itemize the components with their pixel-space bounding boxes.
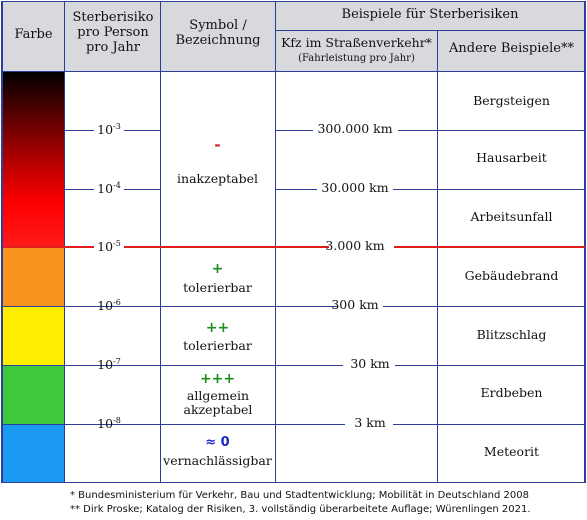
color-band-blue (3, 424, 64, 482)
kfz-value: 300 km (331, 297, 379, 312)
example-arbeitsunfall: Arbeitsunfall (470, 209, 553, 224)
band-divider (3, 365, 64, 366)
kfz-tick (395, 365, 437, 366)
band-divider (3, 424, 64, 425)
risk-label: 10-7 (97, 357, 121, 373)
example-divider (437, 306, 586, 307)
color-band-yellow (3, 306, 64, 365)
example-hausarbeit: Hausarbeit (476, 150, 547, 165)
kfz-tick (383, 306, 437, 307)
band-divider (64, 365, 160, 366)
kfz-value: 3.000 km (325, 238, 385, 253)
symbol-divider (160, 424, 275, 425)
header-symbol: Symbol / Bezeichnung (175, 18, 261, 48)
kfz-value: 3 km (354, 415, 386, 430)
table-border-top (1, 1, 586, 2)
footnote-1: * Bundesministerium für Verkehr, Bau und… (70, 490, 529, 501)
symbol-tolerierbar-2: ++ (205, 320, 230, 336)
footnote-2: ** Dirk Proske; Katalog der Risiken, 3. … (70, 504, 531, 515)
risk-tick (64, 130, 94, 131)
header-bottom-line (1, 71, 586, 72)
risk-label: 10-6 (97, 298, 121, 314)
kfz-tick (275, 306, 337, 307)
kfz-tick (393, 189, 437, 190)
threshold-line-right (394, 246, 585, 248)
label-tolerierbar-1: tolerierbar (183, 280, 252, 295)
header-background (1, 1, 585, 71)
column-divider-2 (160, 1, 161, 483)
table-border-right (584, 1, 586, 483)
kfz-tick (275, 189, 317, 190)
symbol-vernachlaessigbar: ≈ 0 (205, 435, 230, 450)
example-blitzschlag: Blitzschlag (476, 327, 547, 342)
symbol-tolerierbar-1: + (211, 261, 224, 277)
band-divider (64, 424, 160, 425)
header-kfz: Kfz im Straßenverkehr* (281, 35, 432, 50)
header-farbe: Farbe (14, 27, 53, 42)
threshold-line-left (3, 246, 94, 248)
kfz-value: 30.000 km (321, 180, 389, 195)
risk-label: 10-4 (97, 181, 121, 197)
example-erdbeben: Erdbeben (480, 385, 543, 400)
band-divider (3, 306, 64, 307)
symbol-inakzeptabel: - (214, 136, 221, 154)
threshold-line-middle (124, 246, 329, 248)
example-bergsteigen: Bergsteigen (473, 93, 550, 108)
kfz-tick (398, 130, 437, 131)
risk-label: 10-3 (97, 122, 121, 138)
risk-tick (64, 189, 94, 190)
band-divider (64, 306, 160, 307)
example-meteorit: Meteorit (483, 444, 540, 459)
column-divider-3 (275, 1, 276, 483)
symbol-divider (160, 306, 275, 307)
header-kfz-sub: (Fahrleistung pro Jahr) (298, 53, 415, 64)
column-divider-4 (437, 30, 438, 483)
example-divider (437, 424, 586, 425)
risk-tick (124, 189, 160, 190)
example-gebaeudebrand: Gebäudebrand (464, 268, 559, 283)
symbol-divider (160, 365, 275, 366)
example-divider (437, 365, 586, 366)
label-akzeptabel: allgemein akzeptabel (183, 388, 253, 418)
kfz-tick (275, 130, 313, 131)
risk-tick (124, 130, 160, 131)
risk-label: 10-5 (97, 239, 121, 255)
header-sterberisiko: Sterberisiko pro Person pro Jahr (72, 10, 154, 55)
label-vernachlaessigbar: vernachlässigbar (163, 453, 272, 468)
color-band-orange (3, 248, 64, 306)
kfz-tick (275, 365, 343, 366)
table-border-bottom (1, 482, 586, 483)
kfz-value: 30 km (350, 356, 390, 371)
color-band-green (3, 365, 64, 424)
column-divider-1 (64, 1, 65, 483)
kfz-tick (275, 424, 345, 425)
kfz-value: 300.000 km (317, 121, 393, 136)
label-tolerierbar-2: tolerierbar (183, 338, 252, 353)
symbol-akzeptabel: +++ (199, 371, 236, 387)
header-subdivider (275, 30, 586, 31)
kfz-tick (393, 424, 437, 425)
label-inakzeptabel: inakzeptabel (177, 171, 258, 186)
color-band-gradient (3, 72, 64, 247)
table-border-left (1, 1, 3, 483)
risk-label: 10-8 (97, 416, 121, 432)
header-andere: Andere Beispiele** (449, 41, 574, 56)
example-divider (437, 130, 586, 131)
header-beispiele: Beispiele für Sterberisiken (341, 7, 519, 22)
example-divider (437, 189, 586, 190)
